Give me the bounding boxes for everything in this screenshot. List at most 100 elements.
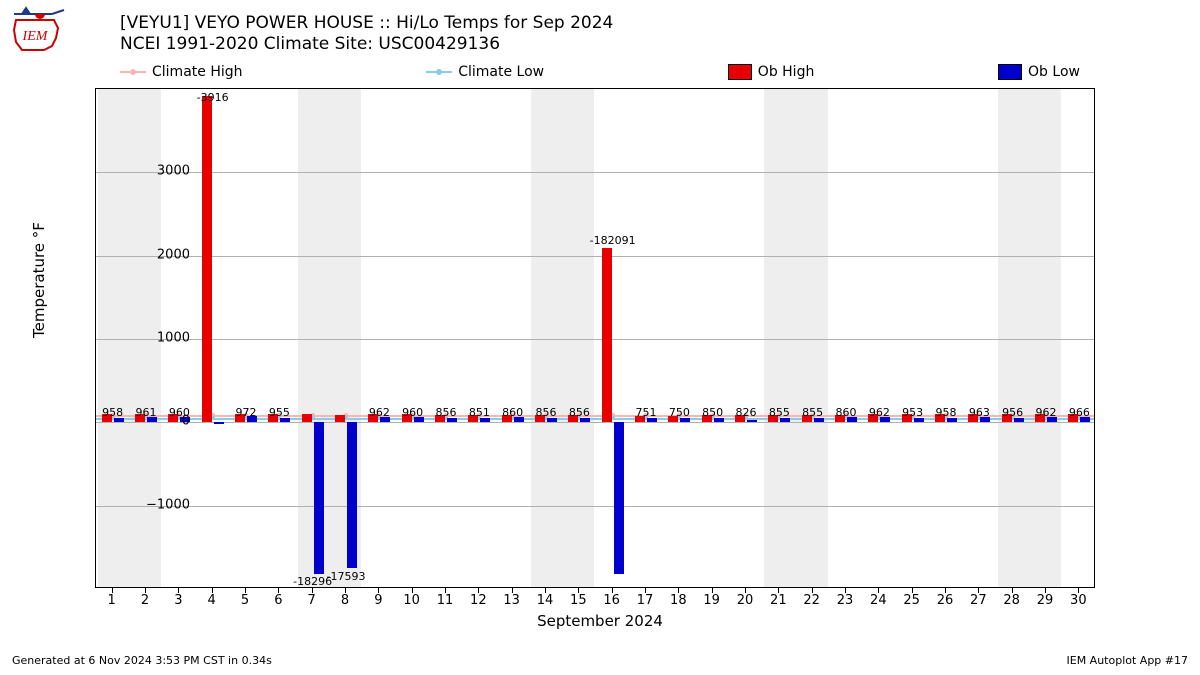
x-tick-label: 29: [1037, 593, 1054, 608]
y-tick-label: 2000: [130, 247, 190, 262]
x-tick-label: 9: [374, 593, 382, 608]
ob-low-bar: [314, 422, 324, 574]
x-tick-mark: [812, 588, 813, 593]
x-tick-label: 6: [274, 593, 282, 608]
bar-value-label: 953: [902, 406, 923, 419]
x-tick-label: 8: [341, 593, 349, 608]
bar-value-label: -17593: [327, 570, 366, 583]
x-tick-mark: [412, 588, 413, 593]
x-tick-mark: [212, 588, 213, 593]
x-tick-mark: [178, 588, 179, 593]
x-tick-mark: [878, 588, 879, 593]
x-tick-mark: [745, 588, 746, 593]
gridline: [96, 172, 1094, 173]
x-tick-label: 19: [703, 593, 720, 608]
x-tick-mark: [612, 588, 613, 593]
x-tick-mark: [1045, 588, 1046, 593]
x-tick-label: 24: [870, 593, 887, 608]
x-tick-label: 16: [603, 593, 620, 608]
bar-value-label: 962: [369, 406, 390, 419]
x-tick-label: 27: [970, 593, 987, 608]
x-tick-label: 15: [570, 593, 587, 608]
x-tick-mark: [645, 588, 646, 593]
x-tick-mark: [1078, 588, 1079, 593]
x-tick-mark: [445, 588, 446, 593]
bar-value-label: 962: [1036, 406, 1057, 419]
y-tick-label: −1000: [130, 497, 190, 512]
x-tick-label: 23: [837, 593, 854, 608]
x-tick-label: 13: [503, 593, 520, 608]
x-tick-mark: [945, 588, 946, 593]
x-tick-mark: [845, 588, 846, 593]
legend-climate-high: Climate High: [120, 62, 243, 82]
ob-low-bar: [614, 422, 624, 574]
gridline: [96, 506, 1094, 507]
x-tick-label: 14: [537, 593, 554, 608]
weekend-shade: [764, 89, 827, 587]
x-tick-label: 11: [437, 593, 454, 608]
x-tick-mark: [912, 588, 913, 593]
gridline: [96, 339, 1094, 340]
y-tick-label: 0: [130, 414, 190, 429]
gridline: [96, 422, 1094, 423]
x-tick-label: 5: [241, 593, 249, 608]
x-tick-mark: [512, 588, 513, 593]
ob-high-bar: [335, 415, 345, 423]
bar-value-label: 751: [636, 406, 657, 419]
bar-value-label: 750: [669, 406, 690, 419]
chart-title-line1: [VEYU1] VEYO POWER HOUSE :: Hi/Lo Temps …: [120, 13, 613, 33]
bar-value-label: 856: [569, 406, 590, 419]
ob-low-bar: [747, 420, 757, 422]
footer-generated: Generated at 6 Nov 2024 3:53 PM CST in 0…: [12, 654, 272, 667]
bar-value-label: 851: [469, 406, 490, 419]
x-tick-label: 21: [770, 593, 787, 608]
bar-value-label: 850: [702, 406, 723, 419]
bar-value-label: 966: [1069, 406, 1090, 419]
x-tick-label: 18: [670, 593, 687, 608]
svg-text:IEM: IEM: [22, 29, 49, 44]
x-tick-label: 25: [903, 593, 920, 608]
x-tick-mark: [278, 588, 279, 593]
x-tick-mark: [345, 588, 346, 593]
ob-low-bar: [347, 422, 357, 568]
x-tick-mark: [778, 588, 779, 593]
bar-value-label: 860: [502, 406, 523, 419]
x-tick-mark: [712, 588, 713, 593]
x-tick-mark: [312, 588, 313, 593]
bar-value-label: 855: [769, 406, 790, 419]
legend-label: Ob High: [758, 64, 815, 80]
legend-ob-low: Ob Low: [998, 62, 1080, 82]
bar-value-label: 960: [402, 406, 423, 419]
bar-value-label: -3916: [197, 91, 229, 104]
bar-value-label: 956: [1002, 406, 1023, 419]
gridline: [96, 256, 1094, 257]
x-tick-label: 28: [1003, 593, 1020, 608]
x-tick-mark: [578, 588, 579, 593]
x-tick-mark: [378, 588, 379, 593]
bar-value-label: 826: [736, 406, 757, 419]
x-tick-label: 1: [108, 593, 116, 608]
x-tick-label: 3: [174, 593, 182, 608]
bar-value-label: 856: [536, 406, 557, 419]
ob-high-bar: [202, 96, 212, 422]
x-tick-label: 20: [737, 593, 754, 608]
weekend-shade: [998, 89, 1061, 587]
legend-ob-high: Ob High: [728, 62, 815, 82]
bar-value-label: 958: [102, 406, 123, 419]
bar-value-label: 855: [802, 406, 823, 419]
weekend-shade: [531, 89, 594, 587]
y-tick-label: 1000: [130, 331, 190, 346]
x-tick-mark: [478, 588, 479, 593]
bar-value-label: 962: [869, 406, 890, 419]
chart-title-line2: NCEI 1991-2020 Climate Site: USC00429136: [120, 34, 500, 54]
x-tick-label: 7: [308, 593, 316, 608]
bar-value-label: 958: [936, 406, 957, 419]
legend-label: Ob Low: [1028, 64, 1080, 80]
ob-high-bar: [302, 414, 312, 422]
footer-app: IEM Autoplot App #17: [1067, 654, 1189, 667]
x-tick-label: 4: [208, 593, 216, 608]
legend: Climate High Climate Low Ob High Ob Low: [120, 62, 1080, 82]
x-tick-label: 26: [937, 593, 954, 608]
x-tick-label: 17: [637, 593, 654, 608]
y-tick-label: 3000: [130, 164, 190, 179]
